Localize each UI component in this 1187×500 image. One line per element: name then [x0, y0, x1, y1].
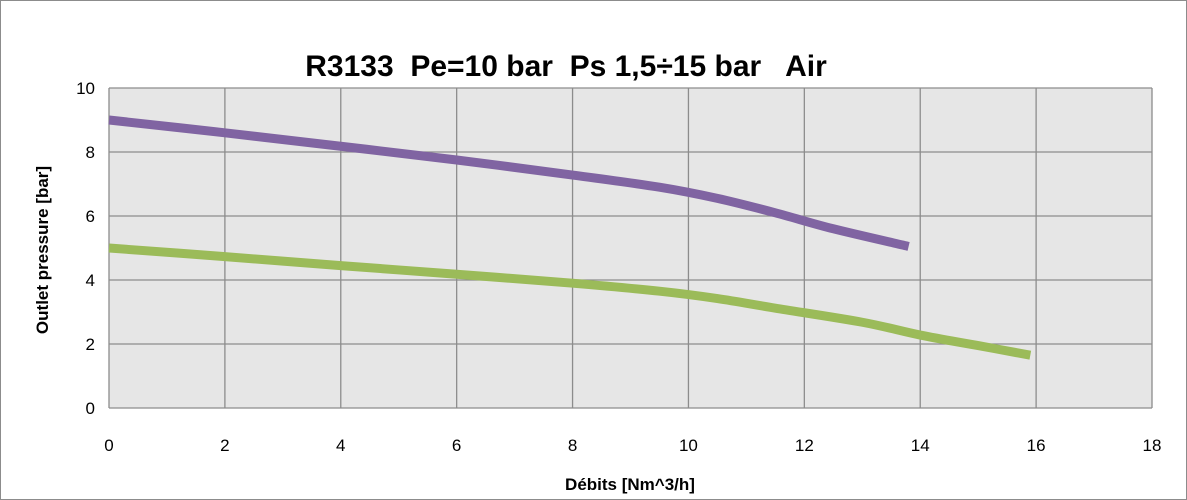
- x-tick-label: 8: [568, 436, 577, 455]
- x-tick-label: 18: [1143, 436, 1162, 455]
- series-line-1: [108, 115, 910, 251]
- y-tick-label: 4: [86, 271, 95, 290]
- x-tick-label: 4: [336, 436, 345, 455]
- y-tick-labels: 0 2 4 6 8 10: [76, 79, 95, 418]
- y-tick-label: 0: [86, 399, 95, 418]
- x-tick-label: 12: [795, 436, 814, 455]
- series-layer: [108, 115, 1032, 360]
- y-tick-label: 6: [86, 207, 95, 226]
- grid: [108, 87, 1153, 409]
- x-tick-label: 14: [911, 436, 930, 455]
- y-tick-label: 8: [86, 143, 95, 162]
- y-axis-title: Outlet pressure [bar]: [33, 166, 52, 334]
- x-axis-title: Débits [Nm^3/h]: [565, 475, 695, 494]
- y-tick-label: 2: [86, 335, 95, 354]
- y-tick-label: 10: [76, 79, 95, 98]
- series-line-2: [108, 243, 1032, 360]
- x-tick-label: 2: [220, 436, 229, 455]
- chart-title: R3133 Pe=10 bar Ps 1,5÷15 bar Air: [305, 50, 827, 83]
- x-tick-label: 6: [452, 436, 461, 455]
- x-tick-label: 0: [104, 436, 113, 455]
- x-tick-label: 10: [679, 436, 698, 455]
- x-tick-labels: 0 2 4 6 8 10 12 14 16 18: [104, 436, 1161, 455]
- x-tick-label: 16: [1027, 436, 1046, 455]
